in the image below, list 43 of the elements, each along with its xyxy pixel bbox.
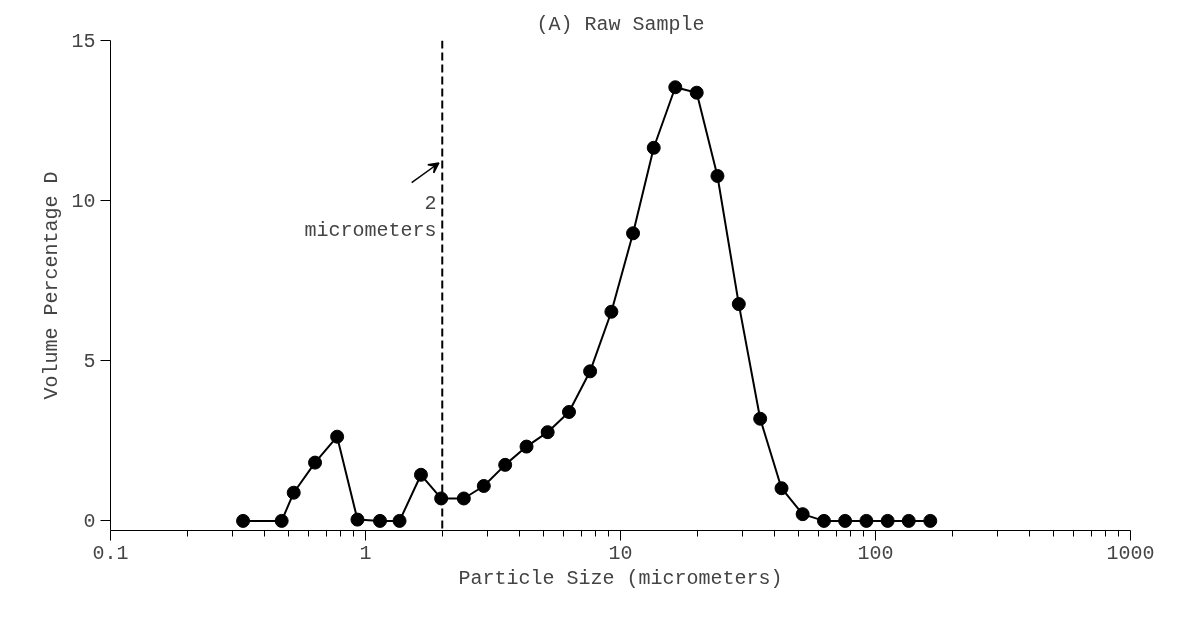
point	[350, 512, 365, 527]
ref-line-label: 2 micrometers	[304, 191, 437, 243]
point	[286, 485, 301, 500]
point	[923, 513, 938, 528]
point	[880, 513, 895, 528]
y-tick-label: 10	[71, 190, 96, 214]
point	[330, 429, 345, 444]
point	[434, 491, 449, 506]
point	[476, 479, 491, 493]
x-tick-label: 1000	[1106, 541, 1155, 565]
x-tick-label: 10	[608, 541, 633, 565]
point	[795, 507, 810, 522]
point	[456, 491, 471, 506]
y-tick-label: 0	[83, 510, 96, 534]
x-axis-title: Particle Size (micrometers)	[458, 566, 783, 590]
y-tick-label: 15	[71, 30, 96, 53]
point	[413, 467, 428, 482]
point	[519, 439, 534, 454]
point	[710, 168, 725, 183]
point	[901, 513, 916, 528]
x-tick-label: 100	[857, 541, 894, 565]
point	[668, 80, 683, 95]
point	[689, 85, 704, 100]
point	[498, 457, 513, 472]
point	[583, 364, 598, 379]
point	[540, 425, 555, 440]
y-axis-title: Volume Percentage D	[40, 171, 64, 400]
point	[604, 304, 619, 319]
y-tick-label: 5	[83, 350, 96, 374]
point	[392, 513, 407, 528]
chart-title: (A) Raw Sample	[536, 12, 705, 36]
point	[816, 513, 831, 528]
point	[859, 513, 874, 528]
point	[731, 297, 746, 312]
point	[308, 455, 323, 470]
x-tick-label: 0.1	[92, 541, 129, 565]
point	[774, 481, 789, 496]
point	[561, 405, 576, 419]
point	[838, 513, 853, 528]
point	[646, 140, 661, 155]
point	[753, 411, 768, 426]
point	[626, 226, 641, 241]
x-tick-label: 1	[359, 541, 372, 565]
